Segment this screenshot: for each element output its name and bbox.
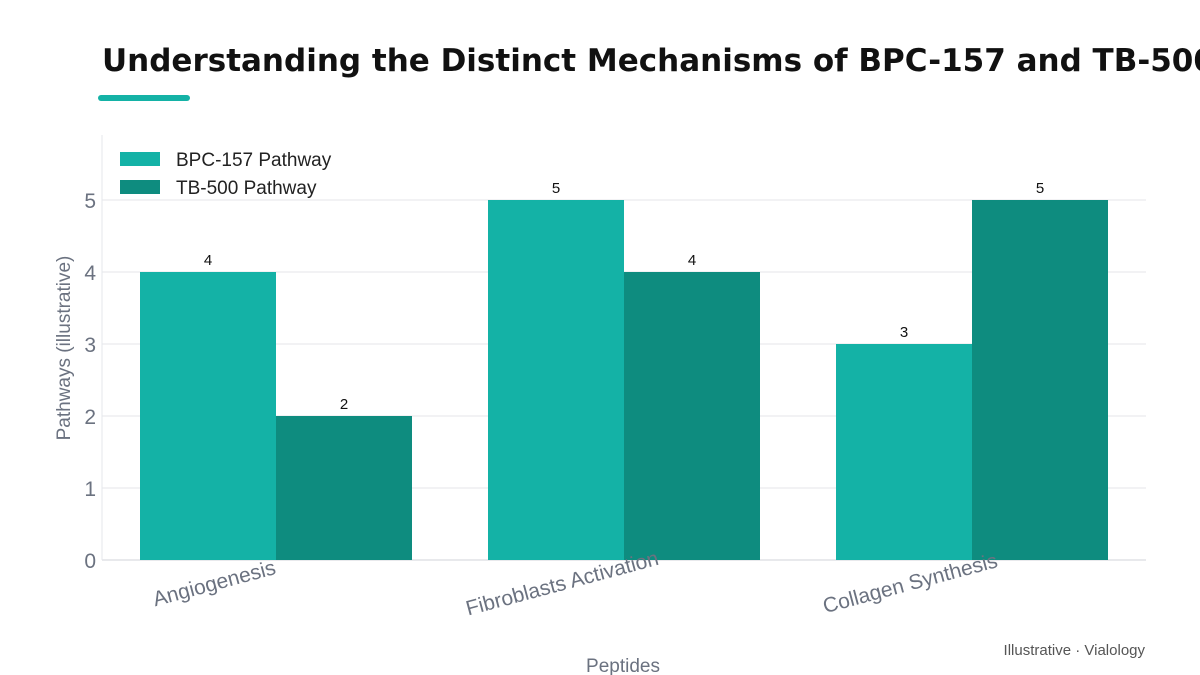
data-labels: 4 2 5 4 3 5 [204,180,1044,413]
legend-label[interactable]: BPC-157 Pathway [176,150,332,171]
chart-title: Understanding the Distinct Mechanisms of… [102,43,1200,79]
y-tick-label: 2 [84,406,96,429]
bar-value-label: 2 [340,396,348,413]
y-tick-labels: 0 1 2 3 4 5 [84,190,96,573]
bar-fibroblasts-activation-series-1[interactable] [488,200,624,560]
bars [140,200,1108,560]
y-tick-label: 0 [84,550,96,573]
x-tick-label: Angiogenesis [150,556,278,611]
y-tick-label: 3 [84,334,96,357]
y-tick-label: 5 [84,190,96,213]
legend[interactable]: BPC-157 Pathway TB-500 Pathway [120,150,332,199]
bar-value-label: 4 [204,252,212,269]
y-tick-label: 4 [84,262,96,285]
y-axis-label: Pathways (illustrative) [54,256,75,441]
bar-value-label: 3 [900,324,908,341]
bar-value-label: 5 [1036,180,1044,197]
y-tick-label: 1 [84,478,96,501]
legend-swatch[interactable] [120,152,160,166]
bar-value-label: 4 [688,252,696,269]
bar-fibroblasts-activation-series-2[interactable] [624,272,760,560]
bar-value-label: 5 [552,180,560,197]
source-note: Illustrative · Vialology [1004,642,1146,659]
bar-angiogenesis-series-1[interactable] [140,272,276,560]
x-axis-label: Peptides [586,656,660,675]
bar-collagen-synthesis-series-2[interactable] [972,200,1108,560]
bar-angiogenesis-series-2[interactable] [276,416,412,560]
legend-label[interactable]: TB-500 Pathway [176,178,317,199]
legend-swatch[interactable] [120,180,160,194]
bar-collagen-synthesis-series-1[interactable] [836,344,972,560]
title-accent-underline [98,95,190,101]
